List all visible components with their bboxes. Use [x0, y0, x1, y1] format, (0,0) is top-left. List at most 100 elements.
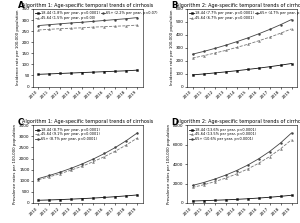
- 65+ (8.7% per year, p<0.0001): [136, 131, 139, 134]
- Line: 65+ (4.7% per year, p<0.0001): 65+ (4.7% per year, p<0.0001): [191, 19, 292, 55]
- 65+ (4.7% per year, p<0.0001): [235, 40, 238, 43]
- 45-64 (6.7% per year, p<0.0001): [257, 39, 260, 42]
- Line: 65+ (8.7% per year, p<0.0001): 65+ (8.7% per year, p<0.0001): [38, 132, 139, 180]
- 45-64 (9.1% per year, p<0.0001): [70, 169, 73, 171]
- Line: 18-44 (13.6% per year, p<0.0001): 18-44 (13.6% per year, p<0.0001): [191, 194, 292, 202]
- 18-44 (1.8% per year, p<0.0001): [37, 73, 40, 76]
- 18-44 (1.8% per year, p<0.0001): [48, 72, 51, 75]
- 65+ (2.2% per year, p<0.07): [114, 18, 117, 21]
- 18-44 (13.6% per year, p<0.0001): [290, 194, 293, 197]
- 45-64 (6.7% per year, p<0.0001): [279, 32, 282, 35]
- 45-64 (1.5% per year, p<0.00): [136, 24, 139, 27]
- 45-64 (9.1% per year, p<0.0001): [92, 160, 95, 163]
- 45-64 (13.5% per year, p<0.0001): [224, 177, 227, 180]
- 45-64 (1.5% per year, p<0.00): [81, 27, 84, 29]
- 18-44 (7.7% per year, p<0.0001): [235, 69, 238, 72]
- 65+ (10.6% per year, p<0.0001): [246, 164, 249, 167]
- 18-44 (7.7% per year, p<0.0001): [246, 68, 249, 71]
- 65+ (4.7% per year, p<0.0001): [246, 37, 249, 39]
- 45-64 (9.1% per year, p<0.0001): [59, 172, 62, 175]
- 65+ (10.6% per year, p<0.0001): [191, 184, 194, 187]
- 18-44 (8.7% per year, p<0.0001): [92, 197, 95, 199]
- 65+ (10.6% per year, p<0.0001): [268, 150, 271, 153]
- 45-64 (6.7% per year, p<0.0001): [246, 43, 249, 46]
- Legend: 18-44 (8.7% per year, p<0.0001), 45-64 (9.1% per year, p<0.0001), 65+ (8.7% per : 18-44 (8.7% per year, p<0.0001), 45-64 (…: [35, 127, 100, 141]
- 18-44 (7.7% per year, p<0.0001): [257, 67, 260, 70]
- 45-64 (6.7% per year, p<0.0001): [290, 27, 293, 30]
- Legend: 18-44 (13.6% per year, p<0.0001), 45-64 (13.5% per year, p<0.0001), 65+ (10.6% p: 18-44 (13.6% per year, p<0.0001), 45-64 …: [189, 127, 256, 141]
- 45-64 (1.5% per year, p<0.00): [59, 27, 62, 30]
- 18-44 (7.7% per year, p<0.0001): [224, 70, 227, 73]
- 18-44 (1.8% per year, p<0.0001): [136, 69, 139, 71]
- 45-64 (6.7% per year, p<0.0001): [213, 52, 216, 54]
- 45-64 (13.5% per year, p<0.0001): [191, 186, 194, 189]
- 18-44 (7.7% per year, p<0.0001): [290, 62, 293, 65]
- 65+ (8.7% per year, p<0.0001): [125, 139, 128, 142]
- Legend: 18-44 (1.8% per year, p<0.0001), 45-64 (1.5% per year, p<0.00), 65+ (2.2% per ye: 18-44 (1.8% per year, p<0.0001), 45-64 (…: [35, 11, 159, 21]
- 45-64 (1.5% per year, p<0.00): [48, 28, 51, 31]
- 45-64 (9.1% per year, p<0.0001): [81, 165, 84, 167]
- Y-axis label: Incidence rate per 100,000 population: Incidence rate per 100,000 population: [16, 10, 20, 85]
- 65+ (2.2% per year, p<0.07): [103, 19, 106, 22]
- 65+ (10.6% per year, p<0.0001): [202, 181, 205, 184]
- 45-64 (9.1% per year, p<0.0001): [103, 155, 106, 158]
- 65+ (10.6% per year, p<0.0001): [213, 178, 216, 180]
- 65+ (10.6% per year, p<0.0001): [235, 169, 238, 172]
- Text: C: C: [18, 118, 24, 127]
- 45-64 (9.1% per year, p<0.0001): [114, 150, 117, 152]
- Title: Algorithm 2: Age-specific temporal trends of cirrhosis: Algorithm 2: Age-specific temporal trend…: [176, 3, 300, 8]
- 18-44 (7.7% per year, p<0.0001): [268, 65, 271, 68]
- 45-64 (1.5% per year, p<0.00): [114, 25, 117, 28]
- 18-44 (8.7% per year, p<0.0001): [81, 197, 84, 200]
- 18-44 (1.8% per year, p<0.0001): [103, 70, 106, 73]
- 65+ (8.7% per year, p<0.0001): [48, 174, 51, 177]
- 65+ (8.7% per year, p<0.0001): [92, 158, 95, 160]
- 65+ (8.7% per year, p<0.0001): [59, 171, 62, 173]
- 18-44 (7.7% per year, p<0.0001): [191, 74, 194, 76]
- 65+ (2.2% per year, p<0.07): [37, 24, 40, 27]
- 65+ (10.6% per year, p<0.0001): [224, 174, 227, 177]
- 45-64 (6.7% per year, p<0.0001): [191, 57, 194, 59]
- 18-44 (8.7% per year, p<0.0001): [70, 198, 73, 200]
- 45-64 (13.5% per year, p<0.0001): [257, 162, 260, 165]
- 45-64 (13.5% per year, p<0.0001): [290, 138, 293, 141]
- 18-44 (8.7% per year, p<0.0001): [48, 199, 51, 201]
- 18-44 (1.8% per year, p<0.0001): [114, 70, 117, 72]
- 45-64 (6.7% per year, p<0.0001): [224, 49, 227, 52]
- 18-44 (8.7% per year, p<0.0001): [136, 194, 139, 196]
- 18-44 (13.6% per year, p<0.0001): [279, 195, 282, 198]
- 18-44 (7.7% per year, p<0.0001): [202, 73, 205, 75]
- 18-44 (1.8% per year, p<0.0001): [125, 69, 128, 72]
- Title: Algorithm 2: Age-specific temporal trends of cirrhosis: Algorithm 2: Age-specific temporal trend…: [176, 119, 300, 124]
- 65+ (4.7% per year, p<0.0001): [213, 47, 216, 50]
- 65+ (4.7% per year, p<0.0001): [202, 50, 205, 53]
- 45-64 (1.5% per year, p<0.00): [92, 26, 95, 29]
- Line: 65+ (10.6% per year, p<0.0001): 65+ (10.6% per year, p<0.0001): [191, 132, 292, 186]
- Text: D: D: [172, 118, 178, 127]
- Line: 45-64 (6.7% per year, p<0.0001): 45-64 (6.7% per year, p<0.0001): [191, 28, 292, 59]
- 18-44 (13.6% per year, p<0.0001): [257, 197, 260, 199]
- 45-64 (9.1% per year, p<0.0001): [48, 176, 51, 178]
- Line: 45-64 (1.5% per year, p<0.00): 45-64 (1.5% per year, p<0.00): [38, 24, 139, 31]
- 45-64 (9.1% per year, p<0.0001): [37, 178, 40, 181]
- 45-64 (13.5% per year, p<0.0001): [279, 147, 282, 150]
- 65+ (10.6% per year, p<0.0001): [257, 158, 260, 160]
- Y-axis label: Prevalence rates per 100,000 population: Prevalence rates per 100,000 population: [167, 124, 171, 204]
- 18-44 (13.6% per year, p<0.0001): [268, 196, 271, 199]
- Legend: 18-44 (7.7% per year, p<0.0001), 45-64 (6.7% per year, p<0.0001), 65+ (4.7% per : 18-44 (7.7% per year, p<0.0001), 45-64 (…: [189, 11, 300, 21]
- 18-44 (13.6% per year, p<0.0001): [191, 200, 194, 202]
- 45-64 (13.5% per year, p<0.0001): [235, 173, 238, 175]
- Y-axis label: Incidence rate per 100,000 population: Incidence rate per 100,000 population: [169, 10, 174, 85]
- 65+ (8.7% per year, p<0.0001): [114, 146, 117, 149]
- 18-44 (8.7% per year, p<0.0001): [37, 199, 40, 202]
- 45-64 (1.5% per year, p<0.00): [103, 25, 106, 28]
- 18-44 (13.6% per year, p<0.0001): [246, 197, 249, 200]
- 18-44 (1.8% per year, p<0.0001): [92, 71, 95, 73]
- 45-64 (1.5% per year, p<0.00): [125, 25, 128, 27]
- 65+ (4.7% per year, p<0.0001): [257, 33, 260, 35]
- 18-44 (13.6% per year, p<0.0001): [202, 199, 205, 202]
- 65+ (4.7% per year, p<0.0001): [224, 44, 227, 47]
- 65+ (8.7% per year, p<0.0001): [103, 152, 106, 155]
- 18-44 (13.6% per year, p<0.0001): [213, 199, 216, 202]
- 65+ (2.2% per year, p<0.07): [70, 22, 73, 24]
